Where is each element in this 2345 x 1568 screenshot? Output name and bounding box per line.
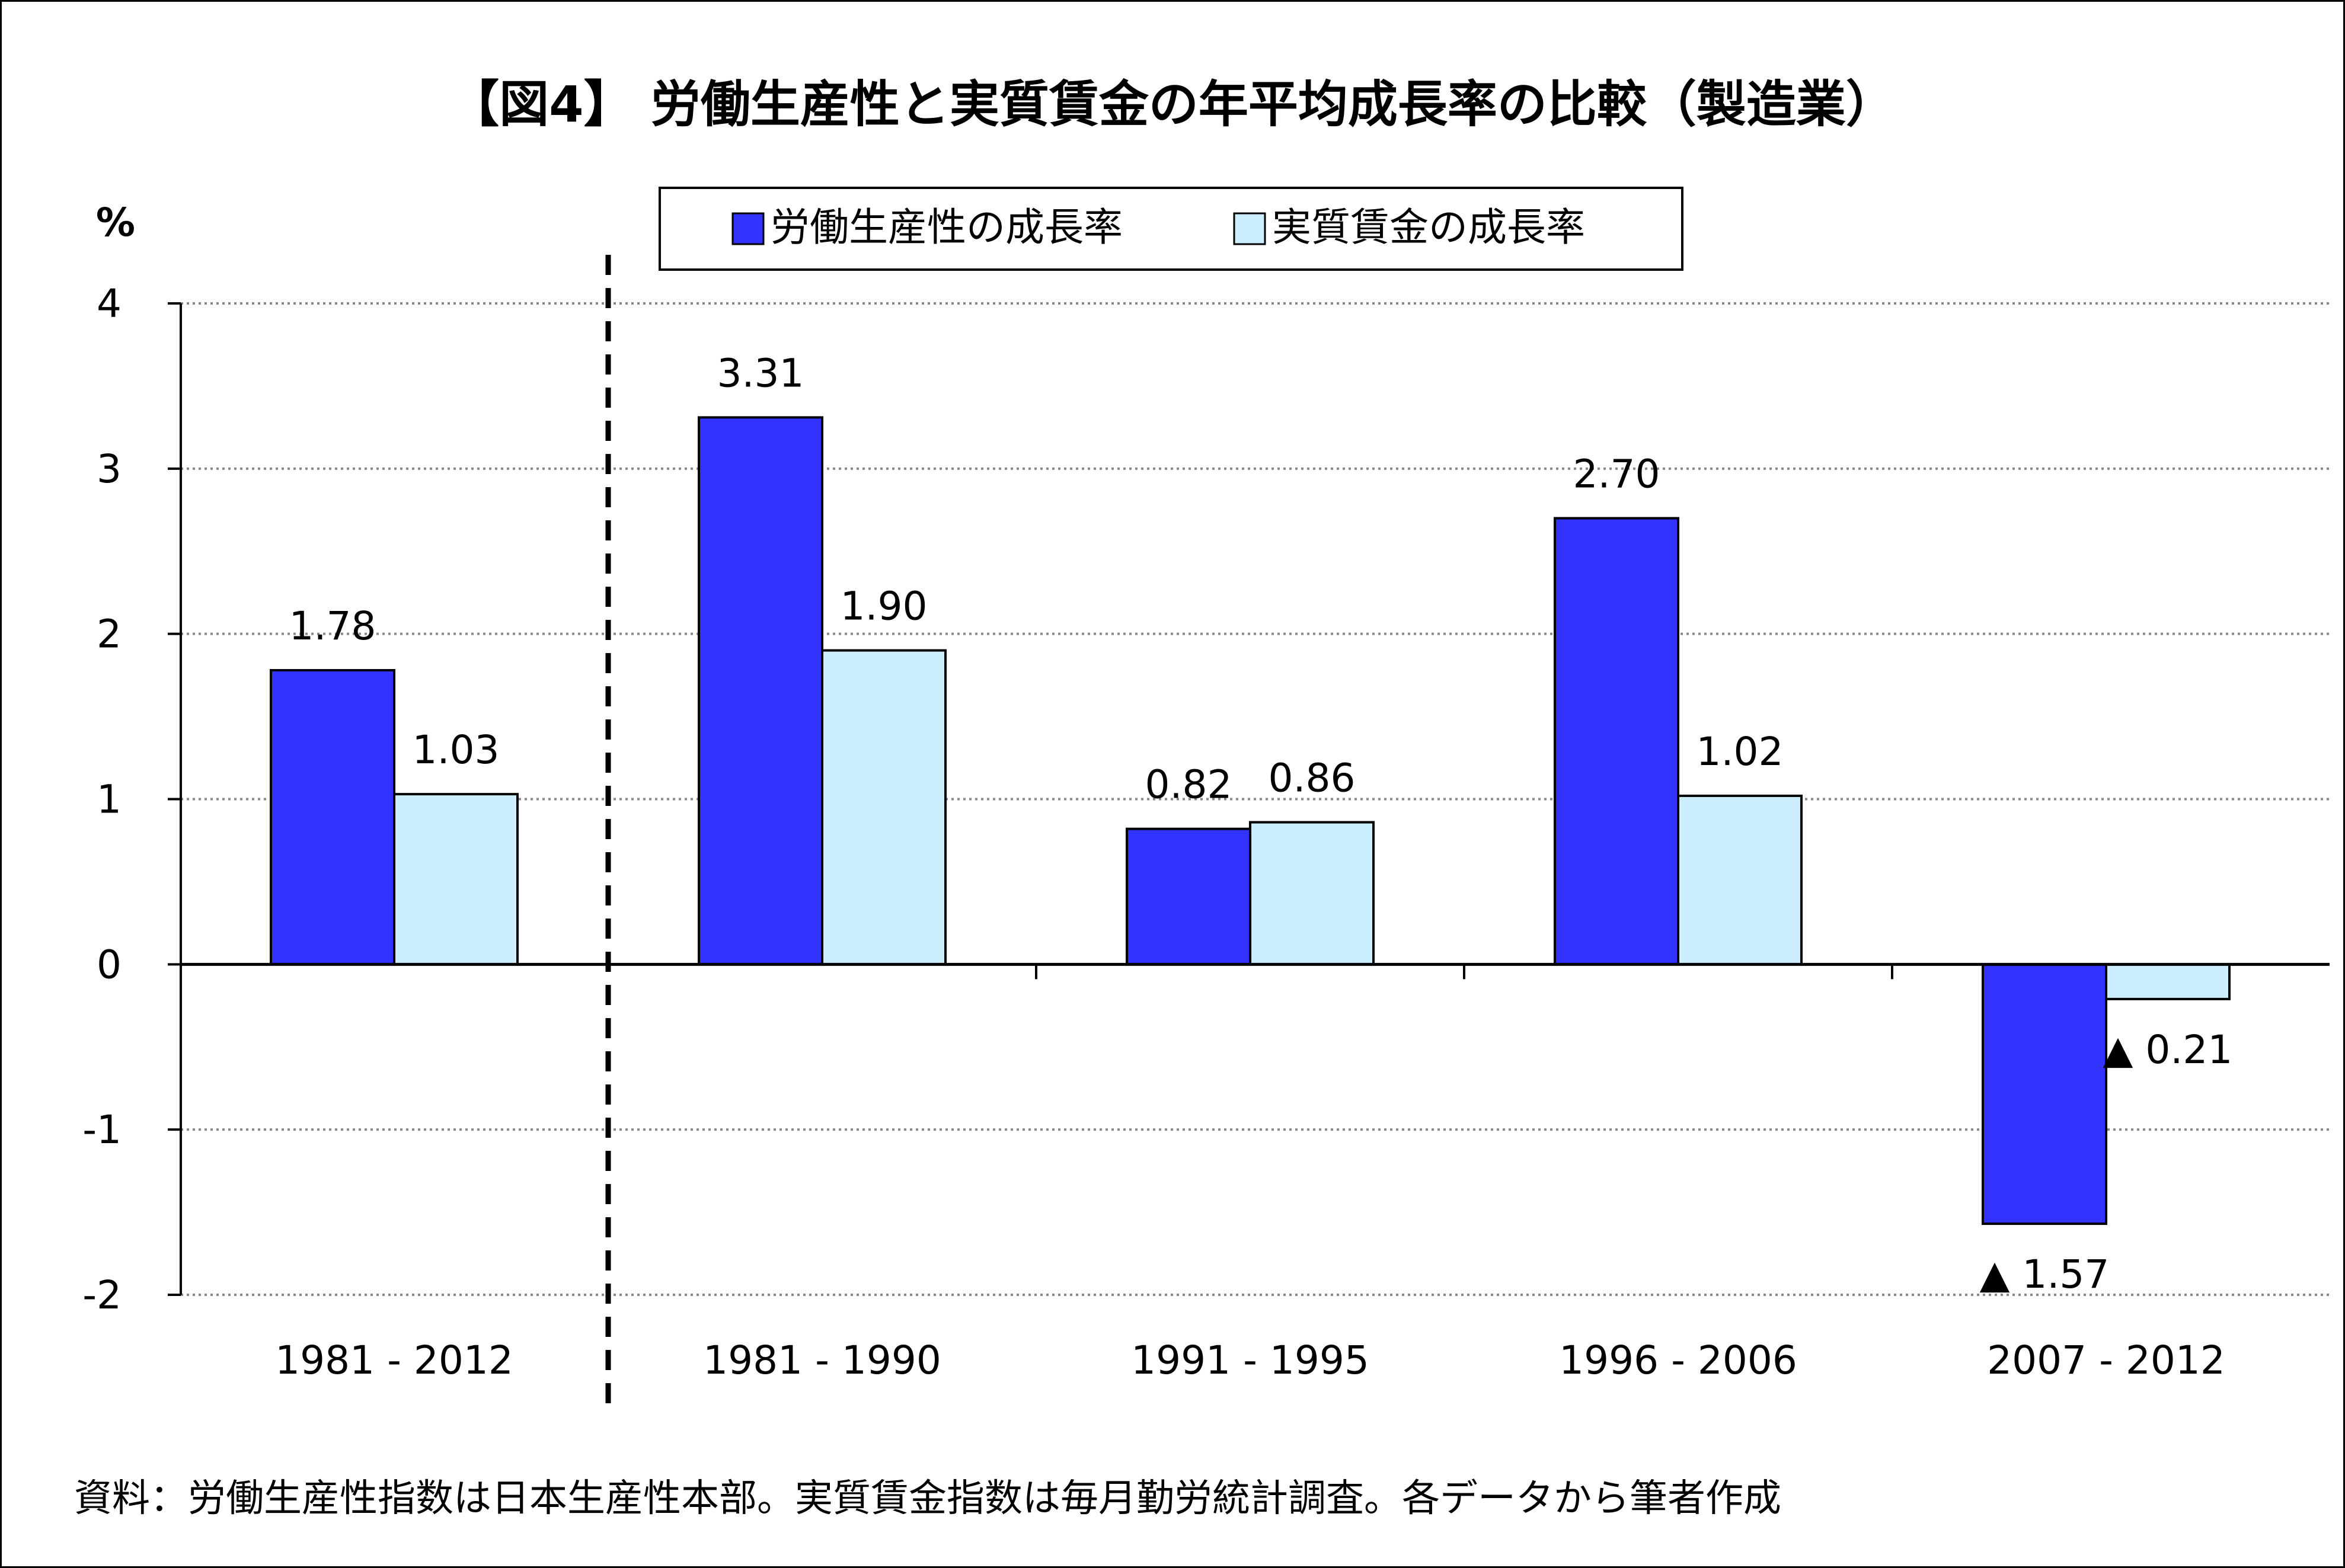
bar-wage-4 bbox=[2105, 963, 2231, 1000]
legend-label-wage: 実質賃金の成長率 bbox=[1272, 204, 1585, 250]
data-label-productivity-2: 0.82 bbox=[1145, 762, 1232, 808]
gridlines bbox=[181, 302, 2330, 1296]
bars bbox=[270, 416, 2231, 1225]
y-tick-label-3: 3 bbox=[97, 446, 122, 492]
category-label-2: 1991 - 1995 bbox=[1131, 1337, 1369, 1383]
legend-swatch-wage bbox=[1233, 212, 1266, 245]
data-label-productivity-3: 2.70 bbox=[1573, 451, 1660, 497]
data-labels: 1.78 1.03 3.31 1.90 0.82 0.86 2.70 1.02 ▲ 1.57 ▲ … bbox=[289, 350, 2233, 1297]
bar-wage-2 bbox=[1249, 821, 1375, 966]
y-tick-label-2: 2 bbox=[97, 612, 122, 657]
axes bbox=[168, 255, 2330, 1409]
bar-wage-0 bbox=[393, 793, 519, 966]
bar-productivity-4 bbox=[1982, 963, 2107, 1225]
category-labels: 1981 - 2012 1981 - 1990 1991 - 1995 1996 - … bbox=[275, 1337, 2225, 1383]
y-tick-label--1: -1 bbox=[82, 1107, 122, 1153]
data-label-productivity-4: ▲ 1.57 bbox=[1980, 1252, 2110, 1297]
data-label-wage-3: 1.02 bbox=[1697, 729, 1784, 775]
y-tick-label-0: 0 bbox=[97, 942, 122, 987]
bar-wage-1 bbox=[821, 649, 947, 966]
y-axis-unit: % bbox=[96, 200, 135, 245]
bar-productivity-1 bbox=[698, 416, 823, 966]
bar-wage-3 bbox=[1677, 794, 1803, 966]
chart-title: 【図4】 労働生産性と実質賃金の年平均成長率の比較（製造業） bbox=[449, 75, 1896, 133]
category-label-0: 1981 - 2012 bbox=[275, 1337, 513, 1383]
data-label-wage-1: 1.90 bbox=[841, 584, 928, 629]
data-label-productivity-0: 1.78 bbox=[289, 603, 376, 649]
y-tick-labels: 4 3 2 1 0 -1 -2 bbox=[82, 281, 122, 1318]
category-label-1: 1981 - 1990 bbox=[703, 1337, 941, 1383]
category-label-3: 1996 - 2006 bbox=[1559, 1337, 1797, 1383]
data-label-wage-2: 0.86 bbox=[1269, 756, 1356, 801]
y-tick-label-4: 4 bbox=[97, 281, 122, 327]
legend: 労働生産性の成長率 実質賃金の成長率 bbox=[659, 187, 1683, 271]
legend-swatch-productivity bbox=[731, 212, 765, 245]
bar-productivity-0 bbox=[270, 669, 395, 966]
legend-box bbox=[659, 187, 1683, 271]
bar-productivity-2 bbox=[1126, 827, 1251, 966]
data-label-wage-4: ▲ 0.21 bbox=[2103, 1027, 2233, 1073]
data-label-wage-0: 1.03 bbox=[413, 727, 500, 773]
category-label-4: 2007 - 2012 bbox=[1987, 1337, 2225, 1383]
bar-productivity-3 bbox=[1554, 517, 1679, 966]
legend-label-productivity: 労働生産性の成長率 bbox=[771, 204, 1123, 250]
y-tick-label-1: 1 bbox=[97, 777, 122, 823]
y-tick-label--2: -2 bbox=[82, 1272, 122, 1318]
data-label-productivity-1: 3.31 bbox=[717, 350, 804, 396]
source-note: 資料：労働生産性指数は日本生産性本部。実質賃金指数は毎月勤労統計調査。各データか… bbox=[74, 1477, 1781, 1521]
